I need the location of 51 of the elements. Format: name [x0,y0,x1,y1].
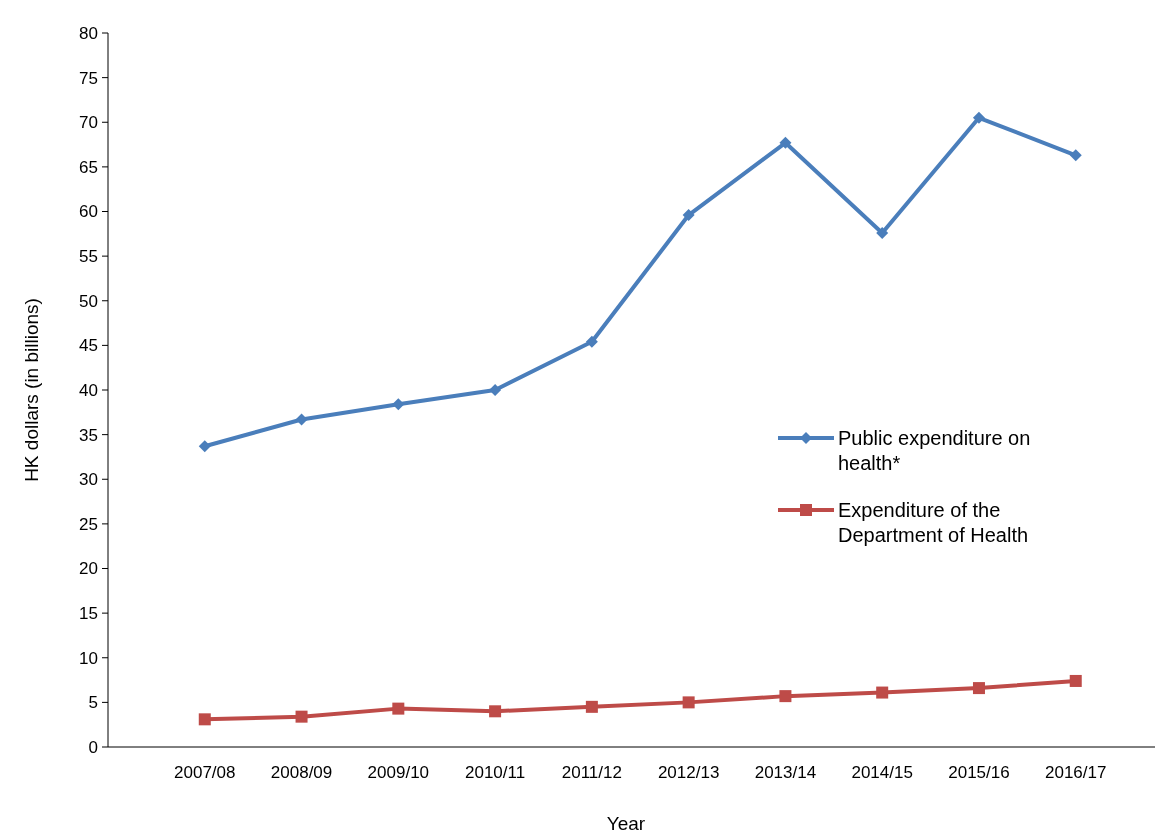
point [295,413,308,426]
legend-label: Expenditure of the Department of Health [838,499,1029,546]
x-tick-label: 2009/10 [367,763,430,782]
y-tick-label: 40 [79,380,98,400]
x-axis-title: Year [606,813,646,834]
x-tick-label: 2014/15 [851,763,913,782]
x-tick-label: 2013/14 [754,763,817,782]
point [876,686,889,699]
y-tick-label: 65 [79,157,98,177]
point [682,209,695,222]
point [489,384,502,396]
y-tick-label: 70 [79,113,98,133]
y-tick-label: 80 [79,23,98,43]
y-tick-label: 60 [79,202,98,222]
x-tick-label: 2011/12 [561,763,622,782]
y-tick-label: 75 [79,68,98,88]
point [585,700,598,713]
y-tick-label: 10 [79,648,98,668]
y-tick-label: 35 [79,425,98,445]
point [198,713,211,726]
point [489,705,502,718]
x-tick-label: 2008/09 [270,763,333,782]
point [972,111,985,124]
x-tick-label: 2010/11 [465,763,526,782]
x-tick-label: 2012/13 [657,763,720,782]
point [682,696,695,709]
point [198,440,211,453]
y-axis-title: HK dollars (in billions) [21,298,42,482]
y-tick-label: 25 [79,514,98,534]
y-tick-label: 50 [79,291,98,311]
point [779,136,792,149]
y-tick-label: 15 [79,604,98,624]
x-tick-label: 2015/16 [948,763,1010,782]
point [295,710,308,723]
legend-label: Public expenditure on health* [838,427,1031,474]
x-tick-label: 2016/17 [1045,763,1107,782]
point [876,226,889,239]
point [585,335,598,348]
point [1069,149,1082,162]
point [392,702,405,715]
y-tick-label: 20 [79,559,98,579]
point [972,682,985,695]
x-tick-label: 2007/08 [174,763,236,782]
y-tick-label: 5 [88,693,98,713]
point [392,398,405,411]
point [1069,674,1082,687]
y-tick-label: 55 [79,247,98,267]
y-tick-label: 45 [79,336,98,356]
y-tick-label: 30 [79,470,98,490]
y-tick-label: 0 [88,737,98,757]
point [779,690,792,703]
